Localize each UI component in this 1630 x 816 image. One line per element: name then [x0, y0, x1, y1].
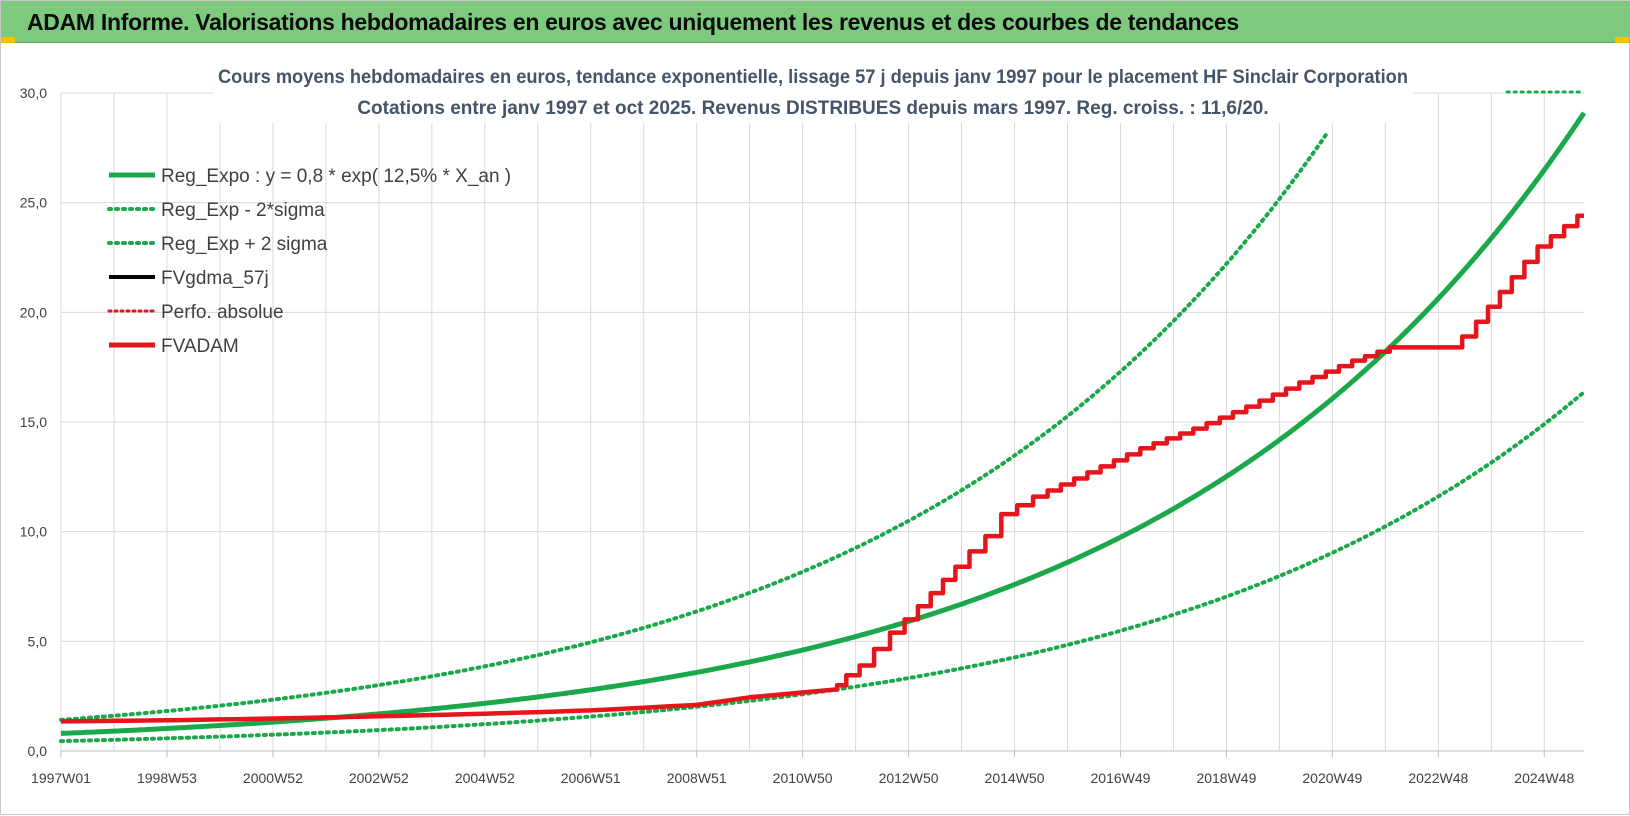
y-tick-label: 15,0	[20, 414, 47, 430]
x-tick-label: 1998W53	[137, 770, 197, 786]
x-tick-label: 2000W52	[243, 770, 303, 786]
legend-label: Reg_Expo : y = 0,8 * exp( 12,5% * X_an )	[161, 166, 511, 187]
y-tick-label: 5,0	[28, 633, 48, 649]
corner-marker-left	[1, 37, 15, 43]
title-backdrop	[213, 61, 1413, 123]
report-banner: ADAM Informe. Valorisations hebdomadaire…	[1, 1, 1630, 43]
x-tick-label: 2022W48	[1408, 770, 1468, 786]
legend-label: Perfo. absolue	[161, 302, 284, 323]
series-reg-exp-plus-2sigma	[59, 131, 1330, 722]
corner-marker-right	[1615, 37, 1629, 43]
legend-label: Reg_Exp + 2 sigma	[161, 234, 328, 255]
legend-label: FVgdma_57j	[161, 268, 269, 289]
legend-label: Reg_Exp - 2*sigma	[161, 200, 325, 221]
x-tick-label: 2018W49	[1196, 770, 1256, 786]
chart-title-line1: Cours moyens hebdomadaires en euros, ten…	[218, 67, 1408, 88]
y-tick-label: 25,0	[20, 195, 47, 211]
series-fvadam	[60, 213, 1584, 724]
x-tick-label: 2002W52	[349, 770, 409, 786]
x-tick-label: 2010W50	[773, 770, 833, 786]
x-tick-label: 2014W50	[985, 770, 1045, 786]
x-tick-label: 2020W49	[1302, 770, 1362, 786]
legend: Reg_Expo : y = 0,8 * exp( 12,5% * X_an )…	[107, 166, 511, 357]
y-tick-label: 30,0	[20, 85, 47, 101]
series-layer	[59, 90, 1587, 744]
chart-title-line2: Cotations entre janv 1997 et oct 2025. R…	[357, 98, 1268, 119]
grid-layer	[60, 92, 1584, 752]
x-tick-label: 2004W52	[455, 770, 515, 786]
x-tick-label: 2012W50	[879, 770, 939, 786]
x-tick-label: 1997W01	[31, 770, 91, 786]
valuation-line-chart: 0,0 5,0 10,0 15,0 20,0 25,0 30,0 1997W01 1998W53…	[20, 61, 1587, 786]
x-tick-label: 2006W51	[561, 770, 621, 786]
legend-label: FVADAM	[161, 336, 239, 357]
x-tick-label: 2016W49	[1091, 770, 1151, 786]
x-tick-label: 2024W48	[1514, 770, 1574, 786]
y-tick-label: 20,0	[20, 304, 47, 320]
report-title: ADAM Informe. Valorisations hebdomadaire…	[27, 9, 1239, 35]
axis-layer: 0,0 5,0 10,0 15,0 20,0 25,0 30,0 1997W01 1998W53…	[20, 85, 1584, 786]
y-tick-label: 10,0	[20, 524, 47, 540]
x-tick-label: 2008W51	[667, 770, 727, 786]
y-tick-label: 0,0	[28, 743, 48, 759]
